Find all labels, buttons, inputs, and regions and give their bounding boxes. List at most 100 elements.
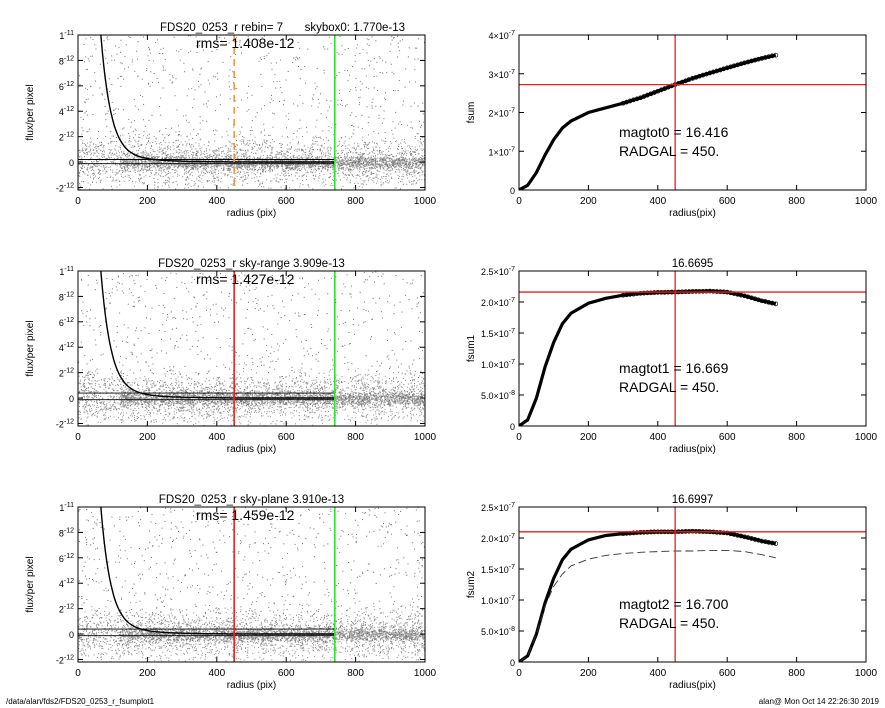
fsum-top-frame (518, 34, 867, 191)
fsum-top-xtick-label: 600 (719, 196, 736, 207)
profile-bot-rms-annotation: rms= 1.459e-12 (196, 507, 295, 523)
fsum-mid-panel: 16.6695 magtot1 = 16.669 RADGAL = 450. 0 200… (466, 258, 878, 455)
profile-top-frame (77, 34, 426, 191)
fsum-bot-title: 16.6997 (672, 494, 714, 506)
fsum-mid-xlabel: radius(pix) (669, 444, 716, 455)
fsum-top-ytick-label: 1×10-7 (488, 146, 515, 157)
fsum-mid-xtick-label: 800 (788, 432, 805, 443)
fsum-mid-title: 16.6695 (672, 258, 714, 270)
profile-top-plot-area (78, 35, 425, 190)
fsum-top-ytick-label: 0 (510, 186, 515, 196)
profile-bot-plot-area (78, 507, 425, 662)
profile-top-rms-annotation: rms= 1.408e-12 (196, 35, 295, 51)
fsum-mid-radgal-annotation: RADGAL = 450. (619, 379, 719, 395)
profile-top-ytick-label: 8-12 (59, 55, 74, 66)
fsum-bot-ytick-label: 2.5×10-7 (481, 502, 515, 513)
profile-mid-ytick-label: -2-12 (56, 418, 74, 429)
fsum-top-ylabel: fsum (466, 102, 477, 124)
profile-bot-ytick-label: 8-12 (59, 527, 74, 538)
fsum-bot-xtick-label: 400 (649, 668, 666, 679)
profile-mid-profile-curve (100, 271, 335, 399)
profile-mid-ytick-label: 8-12 (59, 291, 74, 302)
fsum-mid-xtick-label: 600 (719, 432, 736, 443)
profile-top-xtick-label: 800 (347, 196, 364, 207)
profile-mid-xtick-label: 1000 (414, 432, 437, 443)
fsum-top-ytick-label: 4×10-7 (488, 30, 515, 41)
profile-bot-xtick-label: 600 (278, 668, 295, 679)
footer-user-timestamp: alan@ Mon Oct 14 22:26:30 2019 (758, 697, 879, 706)
profile-mid-ytick-label: 4-12 (59, 342, 74, 353)
profile-bot-frame (77, 506, 426, 663)
fsum-top-ytick-label: 3×10-7 (488, 69, 515, 80)
fsum-bot-magtot-annotation: magtot2 = 16.700 (619, 596, 729, 612)
fsum-mid-ytick-label: 1.5×10-7 (481, 328, 515, 339)
fsum-mid-magtot-annotation: magtot1 = 16.669 (619, 360, 729, 376)
profile-mid-scatter-points (78, 271, 425, 426)
profile-bot-xtick-label: 0 (75, 668, 81, 679)
fsum-mid-frame (518, 270, 867, 427)
fsum-mid-ytick-label: 2.5×10-7 (481, 266, 515, 277)
fsum-top-fsum-markers (620, 52, 779, 106)
fsum-mid-ytick-label: 2.0×10-7 (481, 297, 515, 308)
profile-bot-profile-curve (100, 507, 335, 635)
profile-top-ytick-label: 0 (69, 158, 74, 168)
profile-mid-xtick-label: 800 (347, 432, 364, 443)
fsum-top-xtick-label: 0 (516, 196, 522, 207)
fsum-top-ytick-label: 2×10-7 (488, 108, 515, 119)
profile-bot-xtick-label: 400 (208, 668, 225, 679)
fsum-bot-ytick-label: 1.0×10-7 (481, 595, 515, 606)
profile-mid-frame (77, 270, 426, 427)
fsum-top-magtot-annotation: magtot0 = 16.416 (619, 124, 729, 140)
fsum-bot-ylabel: fsum2 (466, 570, 477, 598)
profile-mid-xtick-label: 0 (75, 432, 81, 443)
profile-bot-ytick-label: 1-11 (59, 502, 74, 513)
fsum-mid-ytick-label: 1.0×10-7 (481, 359, 515, 370)
fsum-top-xtick-label: 200 (580, 196, 597, 207)
fsum-bot-xtick-label: 600 (719, 668, 736, 679)
fsum-mid-xtick-label: 1000 (855, 432, 878, 443)
profile-mid-ytick-label: 2-12 (59, 368, 74, 379)
fsum-mid-fsum-curve (519, 289, 777, 426)
fsum-bot-ytick-label: 1.5×10-7 (481, 564, 515, 575)
profile-mid-ytick-label: 6-12 (59, 317, 74, 328)
footer-file-path: /data/alan/fds2/FDS20_0253_r_fsumplot1 (6, 697, 155, 706)
profile-mid-xlabel: radius (pix) (227, 444, 276, 455)
profile-top-ytick-label: 6-12 (59, 81, 74, 92)
fsum-bot-xtick-label: 800 (788, 668, 805, 679)
fsum-bot-xlabel: radius(pix) (669, 680, 716, 691)
profile-mid-ytick-label: 0 (69, 394, 74, 404)
fsum-top-plot-area (519, 52, 779, 190)
profile-top-panel: FDS20_0253_r rebin= 7 skybox0: 1.770e-13 r… (25, 22, 437, 219)
fsum-bot-radgal-annotation: RADGAL = 450. (619, 615, 719, 631)
profile-bot-xlabel: radius (pix) (227, 680, 276, 691)
profile-mid-title: FDS20_0253_r sky-range 3.909e-13 (158, 258, 345, 270)
profile-bot-xtick-label: 1000 (414, 668, 437, 679)
profile-mid-rms-annotation: rms= 1.427e-12 (196, 271, 295, 287)
profile-top-ylabel: flux/per pixel (25, 84, 36, 140)
fsum-bot-xtick-label: 200 (580, 668, 597, 679)
profile-top-xlabel: radius (pix) (227, 208, 276, 219)
profile-bot-scatter-points (78, 507, 425, 662)
profile-top-xtick-label: 400 (208, 196, 225, 207)
fsum-mid-plot-area (519, 288, 779, 426)
profile-top-ytick-label: 4-12 (59, 106, 74, 117)
profile-top-xtick-label: 1000 (414, 196, 437, 207)
profile-bot-ytick-label: -2-12 (56, 654, 74, 665)
profile-bot-title: FDS20_0253_r sky-plane 3.910e-13 (159, 494, 344, 506)
profile-top-profile-curve (100, 35, 335, 163)
fsum-top-xtick-label: 800 (788, 196, 805, 207)
profile-bot-xtick-label: 200 (139, 668, 156, 679)
profile-bot-ytick-label: 0 (69, 630, 74, 640)
profile-mid-xtick-label: 600 (278, 432, 295, 443)
profile-top-xtick-label: 0 (75, 196, 81, 207)
profile-top-ytick-label: 1-11 (59, 30, 74, 41)
fsum-top-xlabel: radius(pix) (669, 208, 716, 219)
fsum-bot-fsum-curve (519, 529, 777, 662)
profile-top-subtitle: skybox0: 1.770e-13 (305, 22, 405, 34)
profile-mid-xtick-label: 200 (139, 432, 156, 443)
profile-bot-xtick-label: 800 (347, 668, 364, 679)
profile-top-scatter-points (78, 35, 425, 190)
